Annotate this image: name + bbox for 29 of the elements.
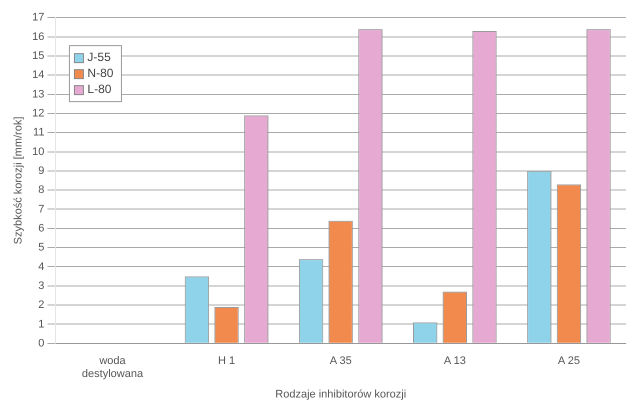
y-tick-label: 13 — [32, 88, 44, 100]
y-tick-label: 4 — [38, 260, 44, 273]
category-label: woda — [99, 355, 126, 368]
y-tick-label: 3 — [38, 280, 44, 292]
y-tick-label: 14 — [32, 69, 44, 82]
legend-label: L-80 — [87, 82, 112, 96]
legend-label: J-55 — [87, 50, 112, 64]
y-tick-label: 16 — [32, 30, 44, 43]
y-tick-label: 2 — [38, 299, 44, 312]
y-tick-label: 0 — [38, 337, 44, 350]
y-tick-label: 10 — [32, 146, 44, 158]
y-tick-label: 6 — [38, 222, 44, 234]
legend-label: N-80 — [87, 66, 114, 80]
y-tick-label: 17 — [32, 12, 44, 24]
y-tick-label: 7 — [38, 203, 44, 216]
x-tick-label: A 35 — [330, 355, 352, 368]
x-tick-label: H 1 — [218, 355, 236, 368]
y-tick-label: 11 — [33, 126, 44, 139]
y-tick-label: 15 — [32, 50, 44, 62]
y-tick-label: 1 — [38, 318, 44, 330]
x-tick-label: A 25 — [558, 355, 580, 368]
category-label: destylowana — [82, 368, 144, 380]
y-tick-label: 5 — [38, 242, 44, 254]
y-tick-label: 12 — [32, 107, 44, 120]
x-tick-label: A 13 — [444, 355, 466, 368]
y-tick-label: 8 — [38, 184, 44, 196]
x-axis-title: Rodzaje inhibitorów korozji — [275, 388, 406, 400]
y-axis-title: Szybkość korozji [mm/rok] — [12, 116, 25, 244]
y-tick-label: 9 — [38, 164, 44, 177]
